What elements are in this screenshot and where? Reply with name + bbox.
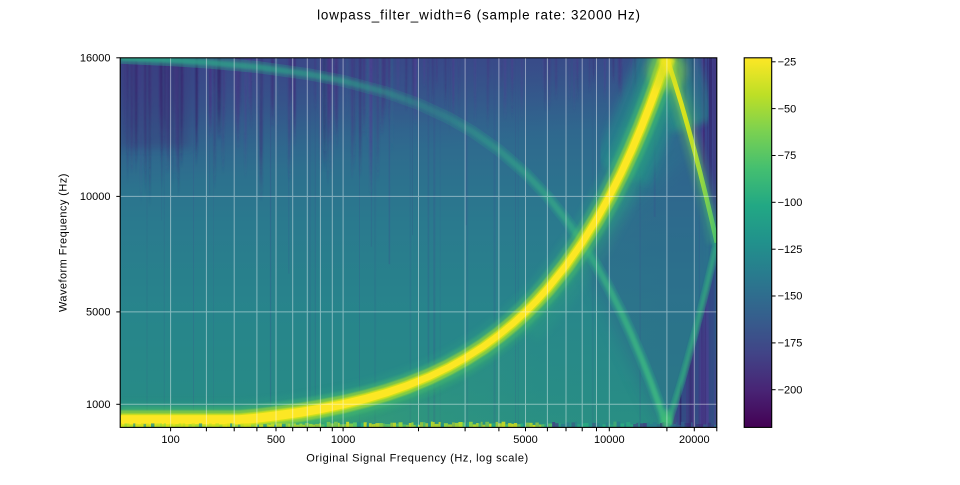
svg-text:10000: 10000 [594,434,625,446]
svg-text:100: 100 [161,434,179,446]
svg-text:16000: 16000 [80,53,111,65]
svg-text:−25: −25 [778,57,797,69]
svg-text:5000: 5000 [513,434,537,446]
svg-text:10000: 10000 [80,191,111,203]
svg-text:5000: 5000 [86,307,110,319]
svg-text:1000: 1000 [86,399,110,411]
svg-text:Waveform Frequency (Hz): Waveform Frequency (Hz) [58,173,70,312]
svg-text:1000: 1000 [331,434,355,446]
svg-text:Original Signal Frequency (Hz,: Original Signal Frequency (Hz, log scale… [306,452,528,464]
svg-text:20000: 20000 [679,434,710,446]
svg-text:−150: −150 [778,291,803,303]
svg-text:−100: −100 [778,197,803,209]
svg-text:−200: −200 [778,384,803,396]
svg-text:−125: −125 [778,244,803,256]
svg-text:−50: −50 [778,103,797,115]
svg-text:−75: −75 [778,150,797,162]
svg-text:500: 500 [267,434,285,446]
svg-text:lowpass_filter_width=6 (sample: lowpass_filter_width=6 (sample rate: 320… [317,8,641,23]
svg-text:−175: −175 [778,338,803,350]
